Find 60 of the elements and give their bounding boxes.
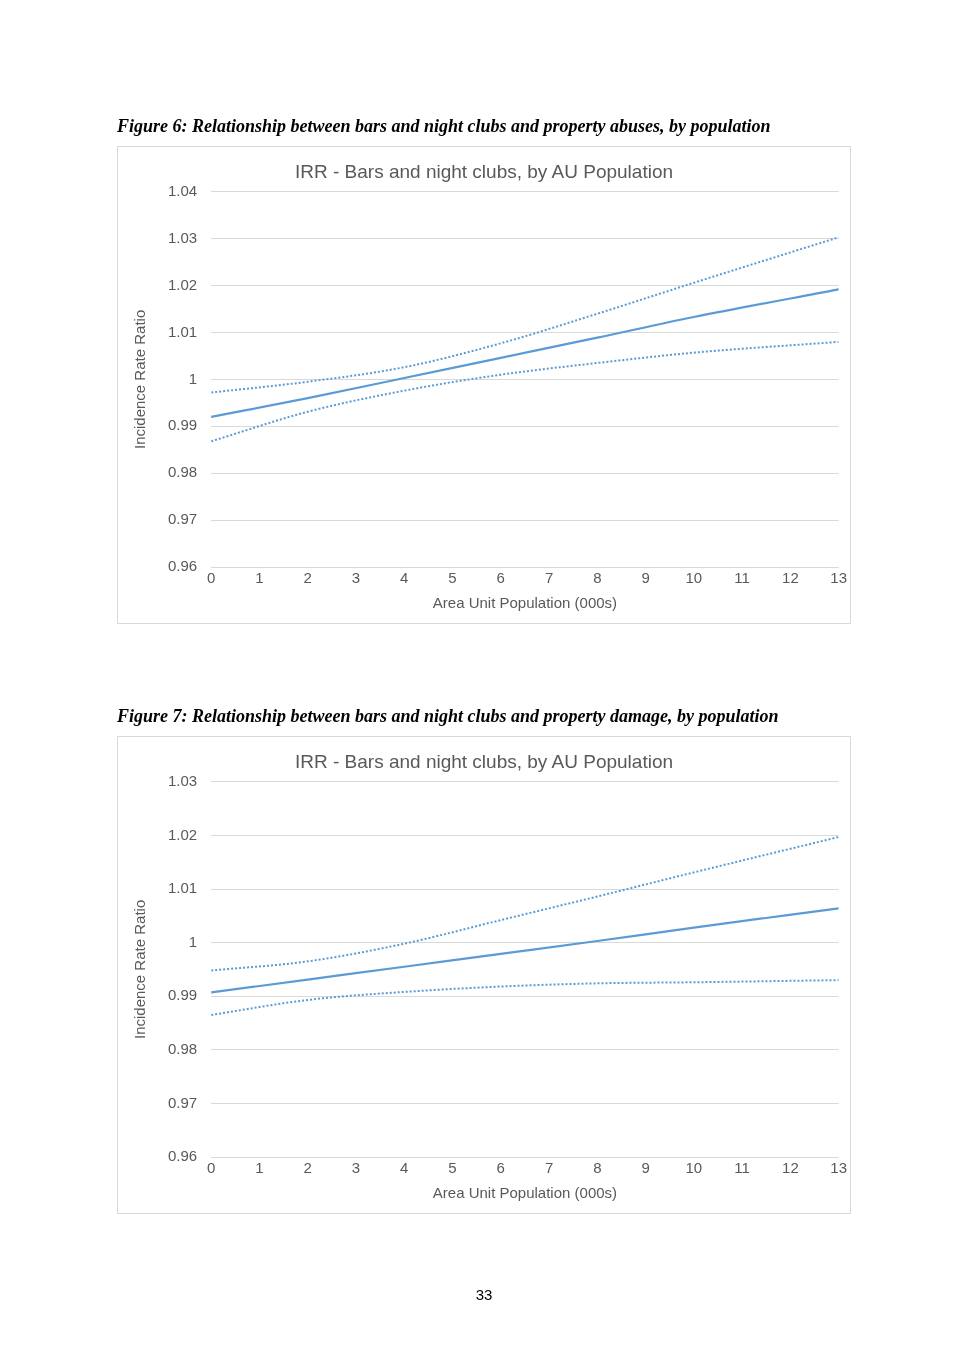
x-tick-label: 6 (496, 569, 505, 587)
x-tick-label: 1 (255, 569, 264, 587)
y-tick-label: 1.04 (167, 181, 198, 199)
x-axis-title: Area Unit Population (000s) (432, 594, 618, 612)
x-tick-label: 13 (830, 569, 847, 587)
x-tick-label: 3 (351, 1159, 361, 1177)
x-tick-label: 6 (496, 1159, 505, 1177)
chart-title: IRR - Bars and night clubs, by AU Population (294, 750, 674, 772)
x-tick-label: 2 (303, 1159, 312, 1177)
x-tick-label: 8 (593, 569, 602, 587)
line-series (211, 340, 839, 443)
x-tick-label: 7 (544, 569, 554, 587)
y-tick-label: 1.02 (167, 825, 198, 843)
line-series (211, 236, 839, 394)
y-tick-label: 1 (188, 932, 198, 950)
x-tick-label: 5 (448, 1159, 457, 1177)
x-tick-label: 5 (448, 569, 457, 587)
y-tick-label: 0.99 (167, 416, 198, 434)
y-axis-title: Incidence Rate Ratio (131, 309, 149, 450)
x-tick-label: 0 (207, 569, 216, 587)
y-tick-label: 0.99 (167, 986, 198, 1004)
y-tick-label: 0.96 (167, 1147, 198, 1165)
y-tick-label: 0.97 (167, 510, 198, 528)
x-tick-label: 9 (641, 1159, 650, 1177)
x-tick-label: 9 (641, 569, 650, 587)
x-tick-label: 10 (685, 569, 703, 587)
y-tick-label: 1.03 (167, 228, 198, 246)
line-series (211, 907, 839, 994)
y-tick-label: 1.02 (167, 275, 198, 293)
y-tick-label: 0.96 (167, 557, 198, 575)
y-axis-title: Incidence Rate Ratio (131, 899, 149, 1040)
x-tick-label: 11 (734, 1159, 750, 1177)
x-tick-label: 3 (351, 569, 361, 587)
line-series (211, 836, 839, 972)
x-tick-label: 2 (303, 569, 312, 587)
text: 33 (474, 1286, 494, 1303)
y-tick-label: 0.97 (167, 1093, 198, 1111)
y-tick-label: 1.01 (167, 322, 198, 340)
x-tick-label: 1 (255, 1159, 264, 1177)
x-tick-label: 10 (685, 1159, 703, 1177)
line-series (211, 979, 839, 1016)
y-tick-label: 0.98 (167, 1039, 198, 1057)
x-tick-label: 4 (400, 1159, 409, 1177)
x-tick-label: 13 (830, 1159, 847, 1177)
y-tick-label: 1.03 (167, 771, 198, 789)
caption: Figure 6: Relationship between bars and night clubs and property abuses, by population (117, 116, 772, 138)
x-axis-title: Area Unit Population (000s) (432, 1184, 618, 1202)
x-tick-label: 12 (782, 569, 799, 587)
x-tick-label: 4 (400, 569, 409, 587)
x-tick-label: 11 (734, 569, 750, 587)
y-tick-label: 1 (188, 369, 198, 387)
x-tick-label: 12 (782, 1159, 799, 1177)
x-tick-label: 7 (544, 1159, 554, 1177)
x-tick-label: 0 (207, 1159, 216, 1177)
x-tick-label: 8 (593, 1159, 602, 1177)
line-series (211, 288, 839, 419)
chart-title: IRR - Bars and night clubs, by AU Population (294, 160, 674, 182)
y-tick-label: 0.98 (167, 463, 198, 481)
y-tick-label: 1.01 (167, 879, 198, 897)
caption: Figure 7: Relationship between bars and night clubs and property damage, by population (117, 706, 780, 728)
